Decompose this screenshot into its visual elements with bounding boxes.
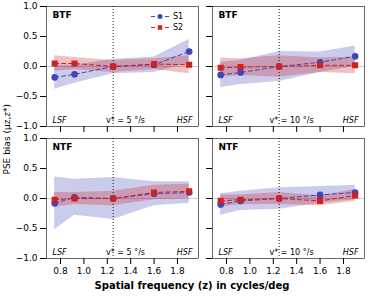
html-text:PSE bias (μz,z*): PSE bias (μz,z*) — [2, 103, 12, 175]
svg-text:HSF: HSF — [177, 116, 193, 125]
svg-text:LSF: LSF — [53, 248, 68, 257]
svg-text:HSF: HSF — [343, 116, 359, 125]
svg-text:−0.5: −0.5 — [16, 223, 38, 233]
svg-text:1.8: 1.8 — [170, 266, 185, 276]
svg-text:S2: S2 — [173, 23, 183, 32]
svg-text:0.5: 0.5 — [23, 163, 37, 173]
svg-text:−1.0: −1.0 — [16, 253, 38, 263]
svg-text:LSF: LSF — [219, 248, 234, 257]
svg-text:1.6: 1.6 — [147, 266, 162, 276]
svg-text:v* = 10 °/s: v* = 10 °/s — [269, 116, 313, 125]
svg-text:v* = 5 °/s: v* = 5 °/s — [106, 248, 145, 257]
svg-text:1.0: 1.0 — [243, 266, 258, 276]
svg-text:1.0: 1.0 — [77, 266, 92, 276]
svg-text:HSF: HSF — [177, 248, 193, 257]
svg-text:−0.5: −0.5 — [16, 91, 38, 101]
svg-text:NTF: NTF — [53, 142, 73, 152]
svg-text:1.2: 1.2 — [266, 266, 280, 276]
svg-text:0.0: 0.0 — [23, 61, 38, 71]
svg-text:v* = 5 °/s: v* = 5 °/s — [106, 116, 145, 125]
svg-text:v* = 10 °/s: v* = 10 °/s — [269, 248, 313, 257]
svg-text:0.0: 0.0 — [23, 193, 38, 203]
svg-text:LSF: LSF — [219, 116, 234, 125]
svg-text:1.0: 1.0 — [23, 133, 38, 143]
svg-text:BTF: BTF — [219, 10, 238, 20]
svg-text:LSF: LSF — [53, 116, 68, 125]
svg-text:0.5: 0.5 — [23, 31, 37, 41]
svg-text:0.8: 0.8 — [53, 266, 68, 276]
svg-text:NTF: NTF — [219, 142, 239, 152]
svg-text:1.8: 1.8 — [336, 266, 351, 276]
svg-text:1.0: 1.0 — [23, 1, 38, 11]
svg-text:−1.0: −1.0 — [16, 121, 38, 131]
svg-text:1.4: 1.4 — [290, 266, 305, 276]
svg-text:1.4: 1.4 — [124, 266, 139, 276]
svg-text:S1: S1 — [173, 12, 183, 21]
svg-text:1.2: 1.2 — [100, 266, 114, 276]
svg-text:BTF: BTF — [53, 10, 72, 20]
html-text:Spatial frequency (z) in cycle: Spatial frequency (z) in cycles/deg — [94, 280, 290, 291]
svg-text:1.6: 1.6 — [313, 266, 328, 276]
svg-text:HSF: HSF — [343, 248, 359, 257]
svg-text:0.8: 0.8 — [219, 266, 234, 276]
